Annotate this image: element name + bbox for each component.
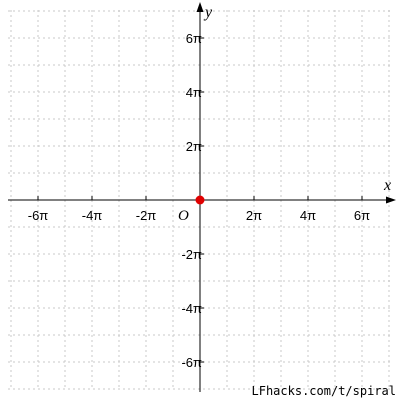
y-axis-arrow (197, 2, 204, 12)
origin-label: O (178, 208, 189, 224)
x-tick-label: -4π (82, 208, 103, 223)
labels: x y O (178, 4, 391, 224)
y-tick-label: -2π (181, 247, 202, 262)
x-tick-label: 4π (300, 208, 316, 223)
x-tick-label: 2π (246, 208, 262, 223)
data-point (196, 196, 205, 205)
points (196, 196, 205, 205)
y-tick-label: 6π (186, 31, 202, 46)
x-axis-label: x (383, 177, 391, 194)
x-tick-label: -6π (28, 208, 49, 223)
y-axis-label: y (203, 4, 213, 21)
y-tick-label: -4π (181, 301, 202, 316)
y-tick-label: -6π (181, 355, 202, 370)
x-tick-label: -2π (136, 208, 157, 223)
y-tick-label: 2π (186, 139, 202, 154)
x-axis-arrow (386, 197, 396, 204)
watermark-text: LFhacks.com/t/spiral (252, 384, 397, 398)
y-tick-label: 4π (186, 85, 202, 100)
x-tick-label: 6π (354, 208, 370, 223)
